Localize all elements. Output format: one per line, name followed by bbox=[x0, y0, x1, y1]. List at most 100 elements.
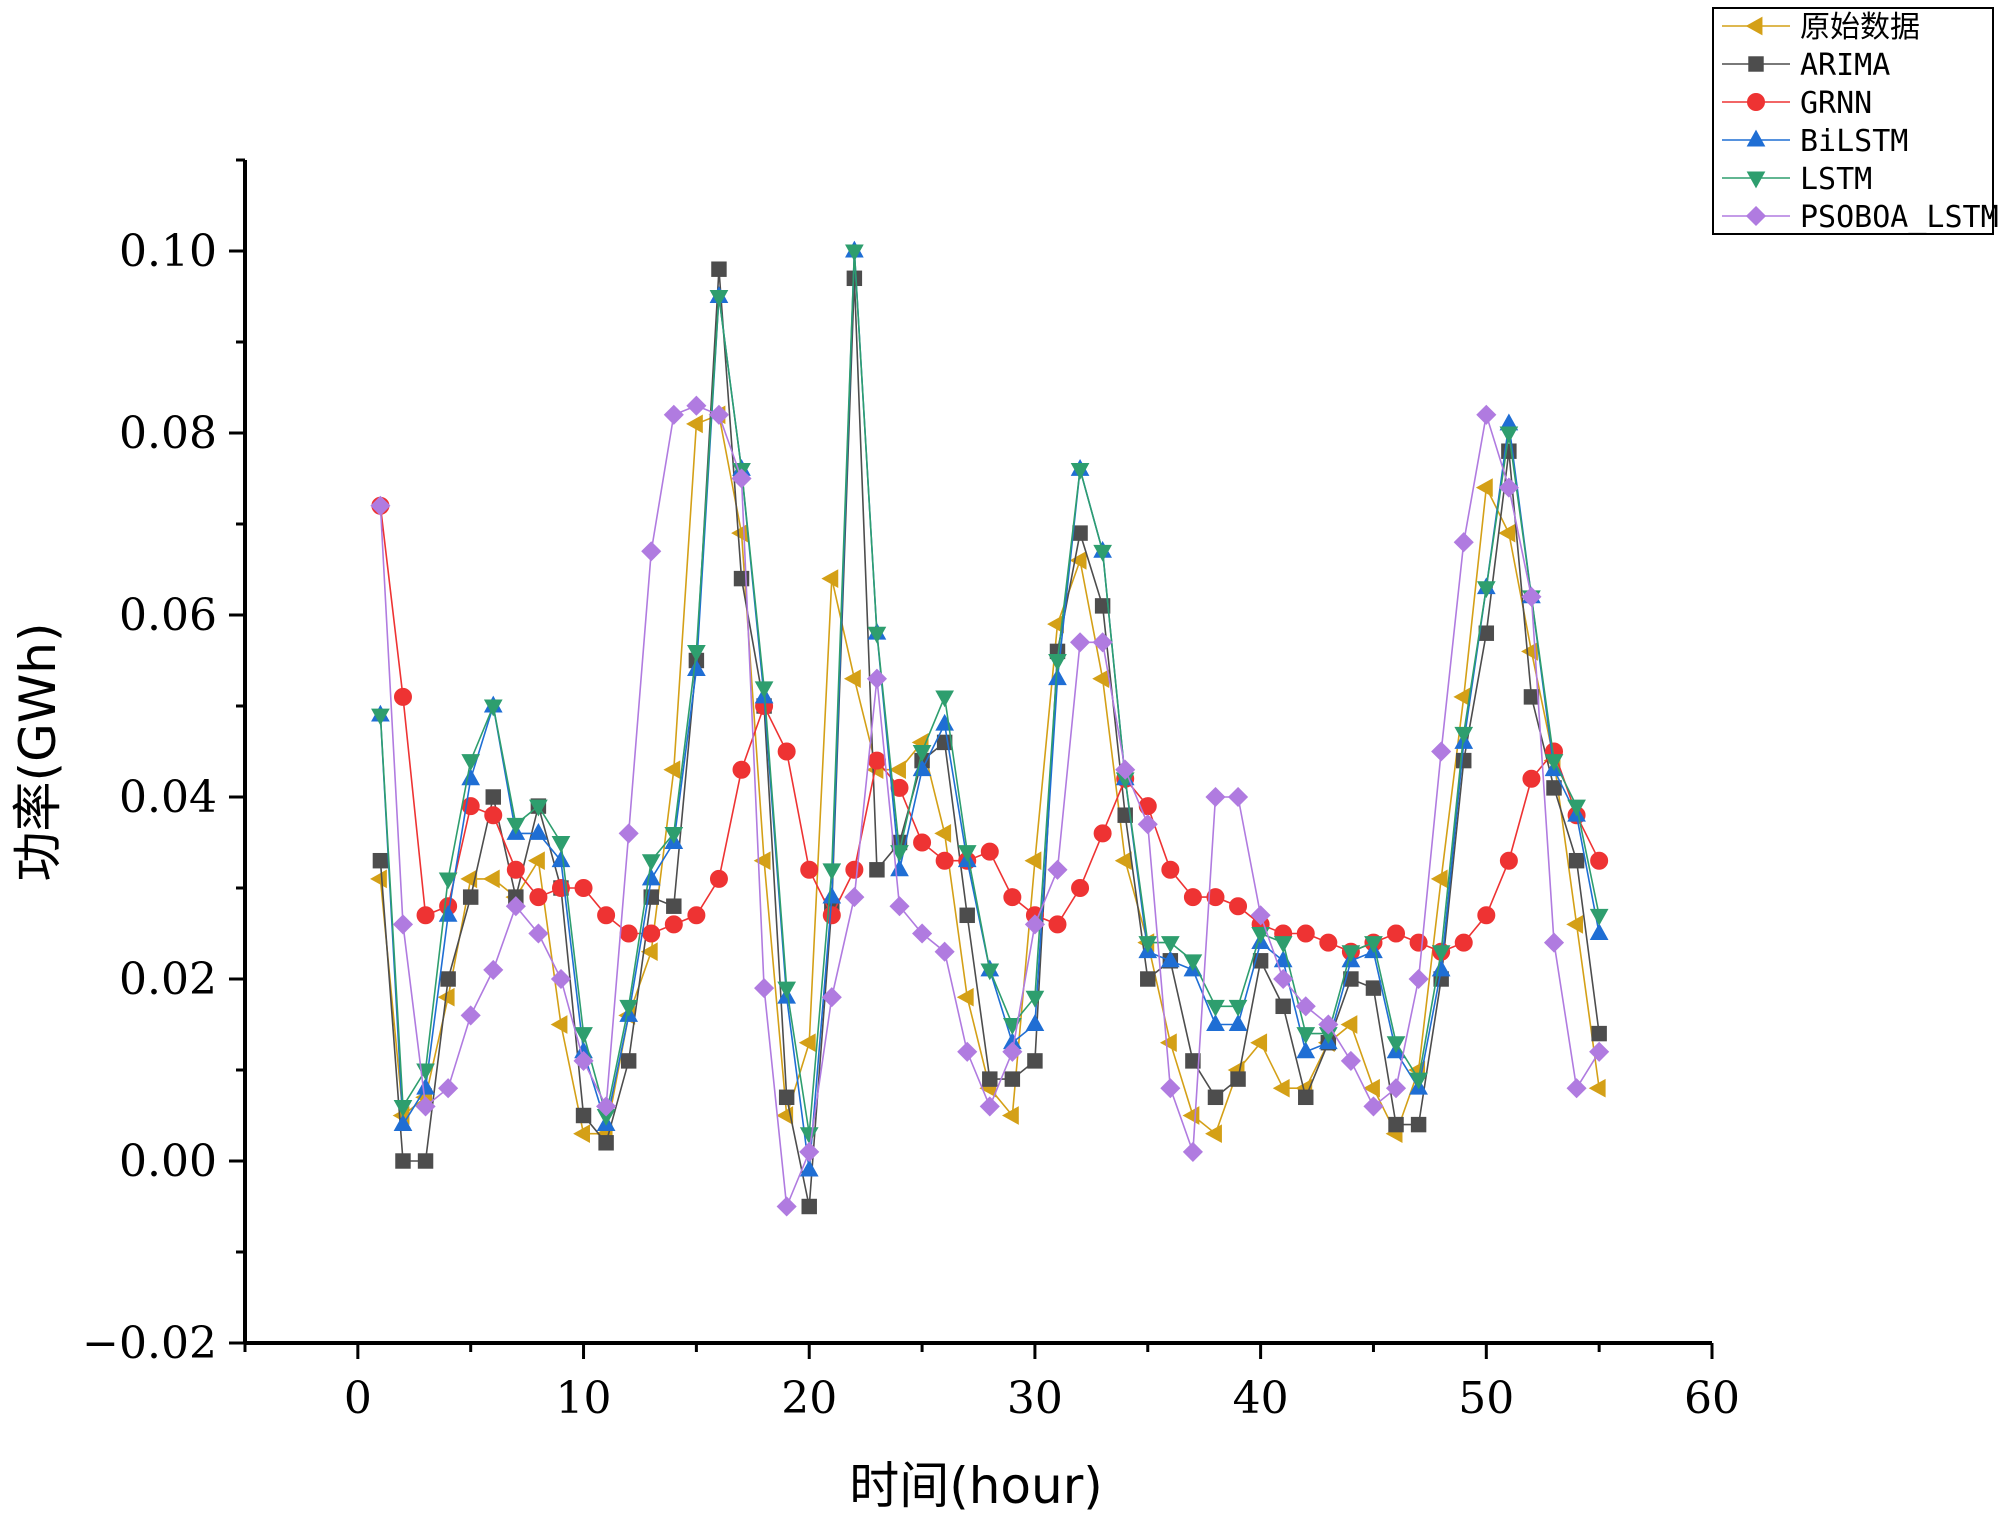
series-line-lstm bbox=[379, 250, 1600, 1134]
data-point-lstm bbox=[935, 690, 954, 708]
data-point-psoboa-lstm bbox=[1227, 786, 1249, 808]
data-point-grnn bbox=[935, 851, 954, 870]
data-point-bilstm bbox=[822, 886, 842, 904]
data-point-raw-data bbox=[482, 869, 500, 889]
data-point-raw-data bbox=[1453, 687, 1471, 707]
data-point-raw-data bbox=[1430, 869, 1448, 889]
legend-label: PSOBOA_LSTM bbox=[1800, 200, 1999, 235]
data-point-psoboa-lstm bbox=[866, 668, 887, 689]
data-point-grnn bbox=[1477, 906, 1496, 925]
data-point-psoboa-lstm bbox=[912, 923, 933, 944]
data-point-arima bbox=[1027, 1053, 1043, 1069]
data-point-raw-data bbox=[1024, 851, 1042, 871]
data-point-arima bbox=[1140, 971, 1156, 987]
data-point-psoboa-lstm bbox=[934, 941, 955, 962]
legend-item-grnn: GRNN bbox=[1722, 86, 1872, 121]
data-point-arima bbox=[1230, 1071, 1246, 1087]
data-point-lstm bbox=[709, 290, 729, 307]
data-point-psoboa-lstm bbox=[460, 1005, 481, 1026]
series-grnn bbox=[371, 496, 1609, 961]
y-tick-label: 0.00 bbox=[119, 1136, 217, 1187]
data-point-grnn bbox=[777, 742, 796, 761]
data-point-arima bbox=[1072, 525, 1088, 541]
data-point-raw-data bbox=[686, 414, 703, 434]
data-point-psoboa-lstm bbox=[1385, 1078, 1407, 1099]
data-point-psoboa-lstm bbox=[1024, 914, 1045, 935]
data-point-arima bbox=[372, 852, 389, 869]
data-point-arima bbox=[1185, 1053, 1201, 1069]
data-point-psoboa-lstm bbox=[641, 541, 662, 562]
data-point-raw-data bbox=[843, 669, 861, 689]
data-point-bilstm bbox=[529, 823, 548, 840]
data-point-grnn bbox=[980, 842, 999, 861]
data-point-arima bbox=[711, 261, 727, 277]
data-point-raw-data bbox=[821, 569, 839, 588]
legend-marker bbox=[1746, 129, 1766, 147]
x-tick-label: 60 bbox=[1684, 1373, 1740, 1424]
data-point-raw-data bbox=[1159, 1033, 1177, 1053]
data-point-psoboa-lstm bbox=[1160, 1078, 1181, 1099]
data-point-raw-data bbox=[528, 851, 545, 871]
data-point-psoboa-lstm bbox=[979, 1096, 1000, 1117]
data-point-grnn bbox=[822, 906, 841, 925]
data-point-grnn bbox=[597, 906, 616, 925]
data-point-grnn bbox=[664, 915, 683, 934]
data-point-psoboa-lstm bbox=[821, 987, 842, 1008]
data-point-lstm bbox=[1160, 936, 1180, 953]
data-point-psoboa-lstm bbox=[1589, 1041, 1610, 1062]
data-point-psoboa-lstm bbox=[1521, 586, 1542, 607]
legend-marker bbox=[1748, 56, 1764, 72]
data-point-grnn bbox=[709, 869, 728, 888]
data-point-arima bbox=[1568, 852, 1585, 869]
legend-label: 原始数据 bbox=[1800, 10, 1920, 45]
data-point-arima bbox=[1207, 1089, 1224, 1106]
data-point-arima bbox=[1388, 1116, 1404, 1133]
data-point-arima bbox=[959, 907, 975, 924]
data-point-arima bbox=[395, 1153, 411, 1169]
series-layer bbox=[370, 240, 1610, 1217]
legend-label: ARIMA bbox=[1800, 48, 1890, 83]
x-tick-label: 40 bbox=[1233, 1373, 1289, 1424]
data-point-lstm bbox=[1364, 936, 1383, 953]
data-point-lstm bbox=[822, 863, 842, 881]
data-point-raw-data bbox=[1521, 642, 1538, 661]
data-point-grnn bbox=[1409, 933, 1428, 952]
data-point-raw-data bbox=[1363, 1078, 1380, 1098]
data-point-bilstm bbox=[1206, 1014, 1225, 1031]
data-point-grnn bbox=[506, 860, 525, 879]
y-tick-label: 0.08 bbox=[119, 408, 217, 459]
data-point-psoboa-lstm bbox=[799, 1141, 820, 1162]
data-point-psoboa-lstm bbox=[1137, 814, 1158, 835]
data-point-arima bbox=[936, 734, 953, 751]
data-point-lstm bbox=[619, 999, 639, 1017]
data-point-lstm bbox=[1228, 999, 1248, 1017]
axes-layer: −0.02 0.00 0.02 0.04 0.06 0.08 0.10 0 10 20 30 40 5… bbox=[9, 158, 1740, 1515]
data-point-lstm bbox=[1409, 1072, 1428, 1090]
data-point-psoboa-lstm bbox=[1002, 1041, 1023, 1062]
data-point-psoboa-lstm bbox=[1453, 532, 1474, 553]
legend-marker bbox=[1745, 16, 1763, 36]
data-point-grnn bbox=[1206, 888, 1225, 907]
y-tick-label: 0.04 bbox=[119, 772, 217, 823]
data-point-psoboa-lstm bbox=[731, 468, 752, 489]
data-point-lstm bbox=[574, 1027, 593, 1044]
data-point-bilstm bbox=[687, 659, 706, 677]
data-point-grnn bbox=[619, 924, 638, 943]
data-point-lstm bbox=[438, 872, 458, 890]
data-point-lstm bbox=[980, 963, 1000, 981]
data-point-arima bbox=[1298, 1089, 1314, 1106]
data-point-lstm bbox=[1567, 799, 1586, 817]
data-point-psoboa-lstm bbox=[776, 1196, 797, 1217]
data-point-grnn bbox=[800, 860, 819, 879]
data-point-lstm bbox=[912, 745, 932, 762]
y-tick-label: 0.06 bbox=[119, 590, 217, 641]
legend-marker bbox=[1747, 93, 1765, 111]
data-point-bilstm bbox=[393, 1114, 413, 1132]
data-point-arima bbox=[1365, 980, 1382, 996]
data-point-raw-data bbox=[1205, 1124, 1222, 1144]
data-point-psoboa-lstm bbox=[370, 495, 391, 516]
data-point-raw-data bbox=[1475, 478, 1493, 497]
data-point-raw-data bbox=[1588, 1078, 1606, 1098]
data-point-raw-data bbox=[798, 1033, 816, 1053]
